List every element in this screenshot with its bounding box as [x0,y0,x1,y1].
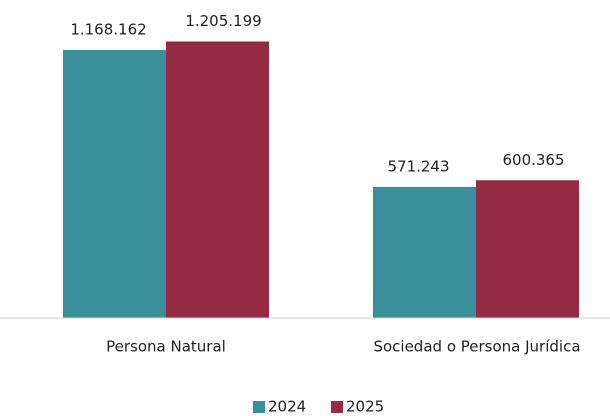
value-label: 1.205.199 [185,12,261,30]
value-label: 600.365 [502,151,564,169]
legend-label: 2025 [346,398,384,416]
bar [476,180,579,318]
legend-swatch [331,401,343,413]
value-label: 571.243 [387,157,449,175]
legend-label: 2024 [268,398,306,416]
bar [166,41,269,318]
bar [63,49,166,318]
bar [373,186,476,318]
value-label: 1.168.162 [70,20,146,38]
legend-swatch [253,401,265,413]
x-tick-label: Persona Natural [106,338,226,356]
x-tick-label: Sociedad o Persona Jurídica [373,338,580,356]
